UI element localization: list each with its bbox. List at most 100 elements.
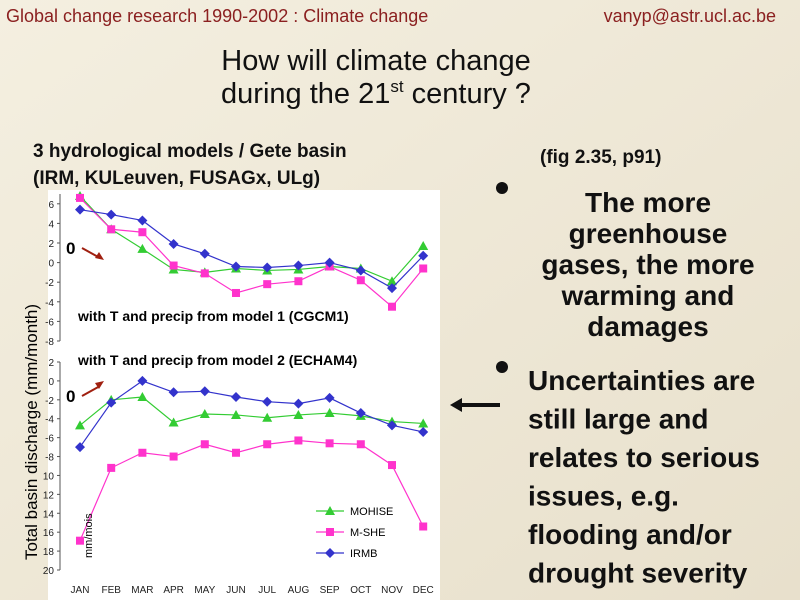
chart-background — [48, 190, 440, 600]
marker — [294, 277, 303, 286]
y-tick-label: -4 — [45, 415, 54, 426]
series-line — [79, 380, 424, 448]
x-tick-label: OCT — [350, 585, 371, 596]
zero-label: 0 — [66, 239, 75, 258]
x-tick-label: DEC — [413, 585, 434, 596]
marker — [324, 392, 335, 403]
marker — [262, 412, 273, 422]
marker — [168, 238, 179, 249]
title-part: century ? — [404, 78, 531, 110]
marker — [199, 409, 210, 418]
marker — [169, 452, 178, 461]
bullet-text: drought severity — [528, 558, 748, 589]
series-line — [79, 439, 424, 541]
marker — [356, 440, 365, 449]
y-tick-label: 6 — [48, 200, 54, 211]
bullet-text: Uncertainties are — [528, 365, 755, 396]
x-tick-label: SEP — [320, 585, 340, 596]
y-tick-label: 0 — [48, 259, 54, 270]
y-tick-label: -6 — [45, 317, 54, 328]
bullet-text: damages — [587, 311, 708, 342]
bullet-text: issues, e.g. — [528, 481, 679, 512]
marker — [231, 409, 241, 419]
marker — [263, 440, 272, 449]
marker — [137, 375, 148, 386]
marker — [418, 426, 429, 437]
marker — [262, 262, 273, 273]
y-tick-label: 2 — [48, 239, 54, 250]
marker — [137, 243, 148, 253]
marker — [387, 276, 397, 286]
bullet-text: still large and — [528, 404, 709, 435]
marker — [262, 396, 273, 407]
marker — [76, 536, 84, 545]
marker — [75, 420, 85, 430]
marker — [356, 276, 365, 285]
annotation: with T and precip from model 2 (ECHAM4) — [77, 352, 357, 368]
arrow — [81, 385, 101, 397]
y-tick-label: 14 — [43, 509, 55, 520]
title-line1: How will climate change — [221, 45, 530, 77]
marker — [387, 283, 397, 294]
y-tick-label: 4 — [48, 219, 54, 230]
marker — [355, 265, 366, 276]
marker — [199, 386, 210, 397]
arrow-head — [95, 252, 104, 260]
marker — [232, 288, 240, 297]
y-tick-label: -8 — [45, 453, 54, 464]
header-left: Global change research 1990-2002 : Clima… — [6, 6, 428, 26]
y-tick-label: 2 — [48, 358, 54, 369]
marker — [107, 463, 116, 472]
y-tick-label: -8 — [45, 337, 54, 348]
marker — [418, 418, 429, 428]
marker — [418, 240, 429, 250]
marker — [293, 398, 304, 409]
x-tick-label: JAN — [71, 585, 90, 596]
marker — [387, 420, 397, 431]
marker — [232, 448, 240, 457]
x-tick-label: MAY — [194, 585, 215, 596]
marker — [199, 248, 210, 259]
marker — [293, 409, 304, 419]
y-tick-label: -6 — [45, 434, 54, 445]
subtitle: 3 hydrological models / Gete basin — [33, 141, 347, 162]
x-tick-label: APR — [163, 585, 184, 596]
header-right: vanyp@astr.ucl.ac.be — [604, 6, 776, 26]
marker — [294, 436, 303, 445]
bullet — [496, 182, 508, 194]
fig-ref: (fig 2.35, p91) — [540, 147, 661, 168]
legend-label: MOHISE — [350, 506, 393, 518]
y-tick-label: -2 — [45, 278, 54, 289]
bullet-text: flooding and/or — [528, 519, 732, 550]
marker — [324, 408, 335, 418]
series-line — [79, 195, 424, 282]
x-tick-label: AUG — [288, 585, 310, 596]
marker — [137, 215, 148, 226]
y-tick-label: 18 — [43, 547, 55, 558]
x-tick-label: JUN — [226, 585, 245, 596]
legend-marker — [326, 528, 334, 536]
series-line — [79, 197, 424, 308]
marker — [169, 261, 178, 270]
series-line — [79, 396, 424, 426]
marker — [388, 461, 396, 470]
marker — [418, 250, 429, 261]
legend-marker — [325, 548, 335, 558]
marker — [137, 391, 148, 401]
title-part: during the 21 — [221, 78, 390, 110]
subtitle: (IRM, KULeuven, FUSAGx, ULg) — [33, 168, 320, 189]
marker — [168, 417, 179, 427]
marker — [419, 264, 428, 273]
y-tick-label: -2 — [45, 396, 54, 407]
y-tick-label: 20 — [43, 566, 55, 577]
y-axis-label: Total basin discharge (mm/month) — [22, 304, 41, 560]
legend-label: M-SHE — [350, 527, 385, 539]
marker — [388, 302, 396, 311]
title-sup: st — [390, 77, 404, 96]
y-tick-label: 0 — [48, 377, 54, 388]
series-line — [79, 209, 424, 289]
y-tick-label: 16 — [43, 528, 55, 539]
marker — [106, 397, 117, 408]
title-line2: during the 21st century ? — [221, 77, 531, 110]
